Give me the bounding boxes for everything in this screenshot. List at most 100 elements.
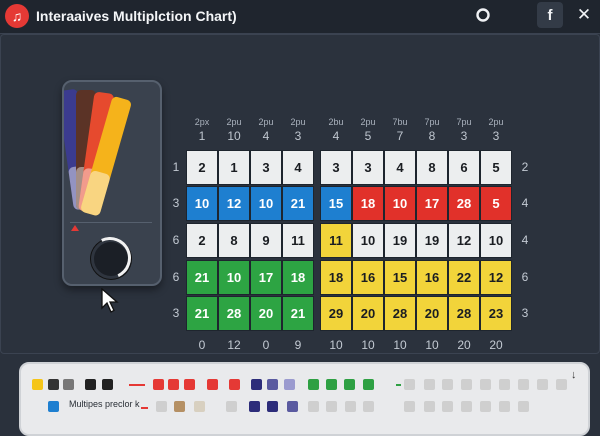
grid-cell[interactable]: 28 [448, 186, 480, 221]
grid-cell[interactable]: 20 [352, 296, 384, 331]
grid-cell[interactable]: 12 [218, 186, 250, 221]
grid-cell[interactable]: 3 [352, 150, 384, 185]
grid-cell[interactable]: 18 [352, 186, 384, 221]
color-swatch[interactable] [363, 401, 374, 412]
scroll-down-icon[interactable]: ↓ [571, 369, 577, 381]
grid-cell[interactable]: 5 [480, 150, 512, 185]
grid-cell[interactable]: 10 [250, 186, 282, 221]
grid-cell[interactable]: 20 [416, 296, 448, 331]
color-swatch[interactable] [48, 401, 59, 412]
color-swatch[interactable] [424, 379, 435, 390]
grid-cell[interactable]: 22 [448, 260, 480, 295]
grid-cell[interactable]: 8 [218, 223, 250, 258]
grid-cell[interactable]: 12 [480, 260, 512, 295]
grid-cell[interactable]: 18 [282, 260, 314, 295]
color-swatch[interactable] [537, 379, 548, 390]
color-swatch[interactable] [32, 379, 43, 390]
color-swatch[interactable] [363, 379, 374, 390]
grid-cell[interactable]: 2 [186, 150, 218, 185]
grid-cell[interactable]: 10 [352, 223, 384, 258]
grid-cell[interactable]: 16 [416, 260, 448, 295]
facebook-button[interactable]: f [537, 2, 563, 28]
color-swatch[interactable] [518, 401, 529, 412]
grid-cell[interactable]: 10 [480, 223, 512, 258]
grid-cell[interactable]: 19 [416, 223, 448, 258]
grid-cell[interactable]: 6 [448, 150, 480, 185]
grid-cell[interactable]: 21 [282, 296, 314, 331]
color-swatch[interactable] [424, 401, 435, 412]
grid-cell[interactable]: 20 [250, 296, 282, 331]
color-swatch[interactable] [461, 379, 472, 390]
color-swatch[interactable] [345, 401, 356, 412]
grid-cell[interactable]: 3 [250, 150, 282, 185]
grid-cell[interactable]: 12 [448, 223, 480, 258]
color-swatch[interactable] [404, 379, 415, 390]
grid-cell[interactable]: 3 [320, 150, 352, 185]
color-swatch[interactable] [156, 401, 167, 412]
color-swatch[interactable] [287, 401, 298, 412]
grid-cell[interactable]: 10 [384, 186, 416, 221]
color-swatch[interactable] [267, 379, 278, 390]
color-swatch[interactable] [85, 379, 96, 390]
grid-cell[interactable]: 21 [186, 296, 218, 331]
color-fan-widget[interactable] [62, 80, 162, 286]
color-swatch[interactable] [344, 379, 355, 390]
color-swatch[interactable] [226, 401, 237, 412]
grid-cell[interactable]: 15 [384, 260, 416, 295]
fan-knob[interactable] [91, 239, 131, 279]
grid-cell[interactable]: 9 [250, 223, 282, 258]
grid-cell[interactable]: 8 [416, 150, 448, 185]
grid-cell[interactable]: 21 [186, 260, 218, 295]
grid-cell[interactable]: 28 [384, 296, 416, 331]
grid-cell[interactable]: 18 [320, 260, 352, 295]
color-swatch[interactable] [251, 379, 262, 390]
grid-cell[interactable]: 1 [218, 150, 250, 185]
color-swatch[interactable] [153, 379, 164, 390]
color-swatch[interactable] [326, 401, 337, 412]
color-swatch[interactable] [480, 401, 491, 412]
color-swatch[interactable] [308, 379, 319, 390]
color-swatch[interactable] [284, 379, 295, 390]
color-swatch[interactable] [174, 401, 185, 412]
grid-cell[interactable]: 11 [320, 223, 352, 258]
grid-cell[interactable]: 21 [282, 186, 314, 221]
grid-cell[interactable]: 11 [282, 223, 314, 258]
color-swatch[interactable] [194, 401, 205, 412]
grid-cell[interactable]: 23 [480, 296, 512, 331]
color-swatch[interactable] [308, 401, 319, 412]
grid-cell[interactable]: 28 [448, 296, 480, 331]
grid-cell[interactable]: 19 [384, 223, 416, 258]
color-swatch[interactable] [556, 379, 567, 390]
grid-cell[interactable]: 17 [416, 186, 448, 221]
color-swatch[interactable] [404, 401, 415, 412]
color-swatch[interactable] [267, 401, 278, 412]
color-swatch[interactable] [518, 379, 529, 390]
grid-cell[interactable]: 4 [282, 150, 314, 185]
color-swatch[interactable] [461, 401, 472, 412]
grid-cell[interactable]: 10 [218, 260, 250, 295]
color-swatch[interactable] [102, 379, 113, 390]
color-swatch[interactable] [499, 401, 510, 412]
grid-cell[interactable]: 17 [250, 260, 282, 295]
color-swatch[interactable] [499, 379, 510, 390]
grid-cell[interactable]: 29 [320, 296, 352, 331]
grid-cell[interactable]: 5 [480, 186, 512, 221]
color-swatch[interactable] [249, 401, 260, 412]
record-button[interactable] [470, 2, 496, 28]
color-swatch[interactable] [229, 379, 240, 390]
color-swatch[interactable] [442, 379, 453, 390]
color-swatch[interactable] [48, 379, 59, 390]
grid-cell[interactable]: 2 [186, 223, 218, 258]
color-swatch[interactable] [63, 379, 74, 390]
grid-cell[interactable]: 4 [384, 150, 416, 185]
close-button[interactable]: ✕ [571, 2, 597, 28]
color-swatch[interactable] [480, 379, 491, 390]
color-swatch[interactable] [207, 379, 218, 390]
color-swatch[interactable] [442, 401, 453, 412]
grid-cell[interactable]: 10 [186, 186, 218, 221]
color-swatch[interactable] [168, 379, 179, 390]
color-swatch[interactable] [326, 379, 337, 390]
color-swatch[interactable] [184, 379, 195, 390]
grid-cell[interactable]: 16 [352, 260, 384, 295]
grid-cell[interactable]: 15 [320, 186, 352, 221]
